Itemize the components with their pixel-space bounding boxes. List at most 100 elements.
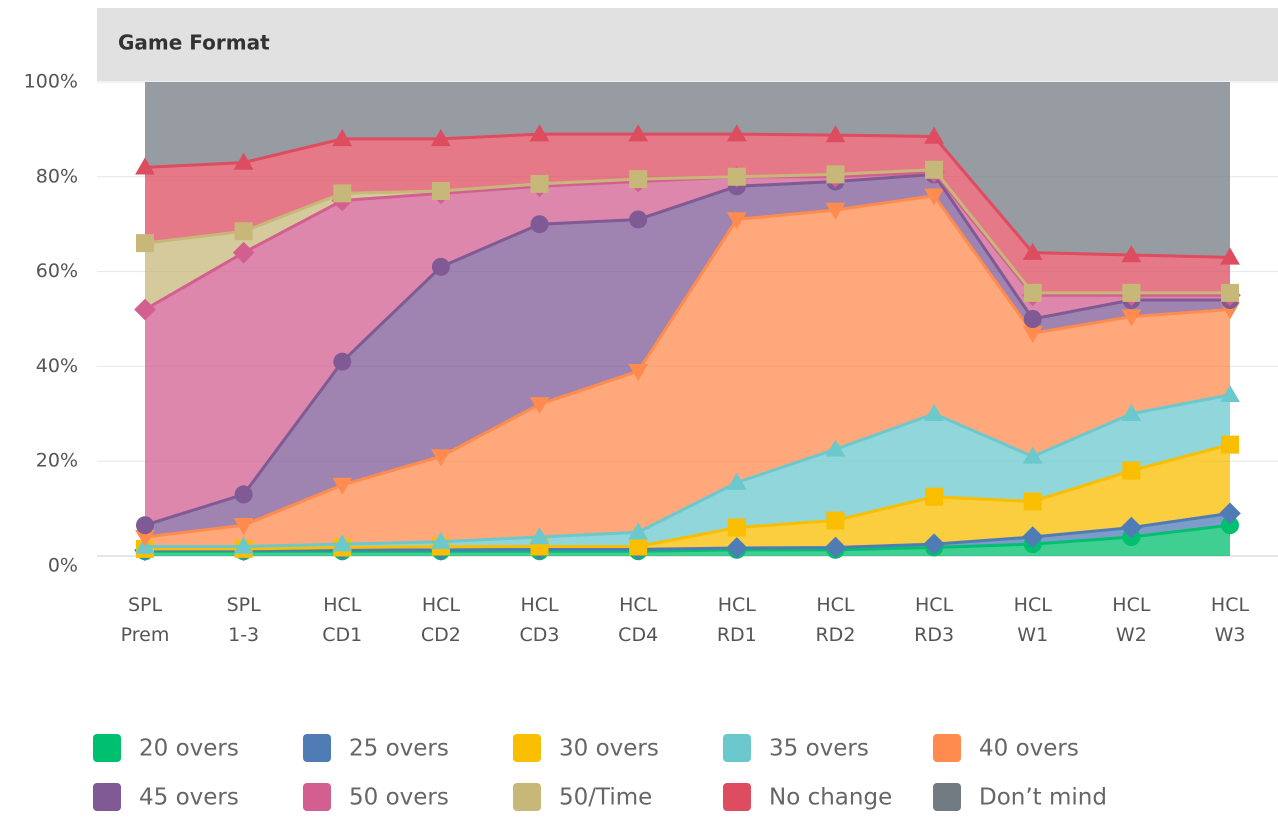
marker	[628, 363, 649, 382]
marker	[1221, 283, 1239, 302]
series-line	[144, 132, 1231, 259]
marker	[924, 188, 944, 206]
marker	[1023, 492, 1042, 511]
legend-swatch	[303, 783, 331, 811]
y-tick-label: 80%	[36, 165, 78, 187]
marker	[1220, 247, 1240, 265]
marker	[233, 517, 254, 536]
x-tick-label: HCL W1	[1014, 594, 1053, 646]
y-tick-label: 60%	[36, 260, 78, 282]
marker	[431, 257, 450, 276]
marker	[1023, 310, 1042, 328]
x-tick-label-line: HCL	[915, 594, 954, 616]
legend-swatch	[933, 734, 961, 762]
x-tick-label-line: CD4	[618, 624, 658, 646]
legend-label: No change	[769, 785, 892, 811]
marker	[1021, 526, 1044, 548]
y-tick-label: 40%	[36, 355, 78, 377]
marker	[1022, 242, 1043, 260]
marker	[825, 125, 846, 143]
marker	[1023, 283, 1042, 302]
x-tick-label-line: HCL	[323, 594, 362, 616]
legend-label: 45 overs	[139, 785, 239, 811]
x-tick-label: HCL CD4	[618, 594, 658, 646]
x-tick-label-line: RD2	[815, 624, 855, 646]
x-tick-label-line: Prem	[121, 624, 170, 646]
area	[145, 174, 1230, 538]
x-tick-label-line: HCL	[619, 594, 658, 616]
marker	[727, 167, 746, 186]
marker	[825, 439, 846, 457]
marker	[628, 522, 649, 540]
marker	[629, 537, 648, 556]
x-tick-label-line: CD3	[520, 624, 560, 646]
legend-swatch	[93, 734, 121, 762]
x-tick-label-line: W3	[1215, 624, 1246, 646]
marker	[923, 533, 945, 555]
marker	[134, 298, 156, 321]
marker	[234, 485, 253, 504]
x-tick-label-line: HCL	[1014, 594, 1053, 616]
x-tick-label: HCL RD3	[914, 594, 954, 646]
marker	[1022, 446, 1043, 464]
marker	[431, 531, 451, 549]
marker	[826, 511, 845, 530]
marker	[136, 234, 154, 253]
marker	[135, 157, 155, 175]
legend-swatch	[513, 734, 541, 762]
legend-swatch	[93, 783, 121, 811]
marker	[1221, 516, 1239, 535]
marker	[925, 160, 944, 179]
marker	[925, 487, 944, 506]
marker	[1221, 435, 1239, 454]
x-tick-label-line: CD2	[421, 624, 461, 646]
legend-label: 25 overs	[349, 736, 449, 762]
marker	[431, 449, 451, 467]
marker	[333, 352, 352, 371]
marker	[332, 128, 353, 147]
marker	[136, 516, 154, 535]
marker	[1121, 309, 1142, 327]
marker	[233, 536, 254, 554]
marker	[529, 527, 550, 545]
x-tick-label-line: HCL	[520, 594, 559, 616]
marker	[629, 210, 648, 229]
marker	[1022, 326, 1043, 344]
marker	[1122, 283, 1141, 302]
x-tick-label: HCL CD2	[421, 594, 461, 646]
marker	[826, 165, 845, 184]
series-line	[145, 393, 1231, 549]
legend-swatch	[723, 734, 751, 762]
legend-swatch	[933, 783, 961, 811]
marker	[1220, 384, 1240, 403]
marker	[1122, 461, 1141, 480]
y-tick-label: 20%	[36, 450, 78, 472]
chart-title: Game Format	[118, 31, 270, 55]
x-tick-label-line: HCL	[1112, 594, 1151, 616]
area	[145, 394, 1230, 549]
marker	[234, 222, 253, 241]
marker	[726, 124, 747, 142]
marker	[333, 184, 352, 203]
x-tick-label: HCL W3	[1211, 594, 1250, 646]
x-tick-label-line: HCL	[718, 594, 757, 616]
marker	[530, 215, 549, 234]
x-tick-label-line: HCL	[1211, 594, 1250, 616]
legend-label: 50/Time	[559, 785, 652, 811]
y-tick-label: 100%	[24, 71, 78, 93]
x-tick-label-line: RD1	[717, 624, 757, 646]
legend-label: 35 overs	[769, 736, 869, 762]
area	[145, 444, 1230, 551]
x-tick-label-line: W1	[1017, 624, 1048, 646]
series-line	[144, 172, 1230, 527]
legend-swatch	[303, 734, 331, 762]
legend-label: 50 overs	[349, 785, 449, 811]
x-tick-label-line: W2	[1116, 624, 1147, 646]
x-tick-label: HCL CD1	[322, 594, 362, 646]
marker	[332, 477, 353, 495]
marker	[726, 537, 748, 559]
x-tick-label: HCL RD1	[717, 594, 757, 646]
legend-label: Don’t mind	[979, 785, 1107, 811]
x-tick-label: HCL CD3	[520, 594, 560, 646]
